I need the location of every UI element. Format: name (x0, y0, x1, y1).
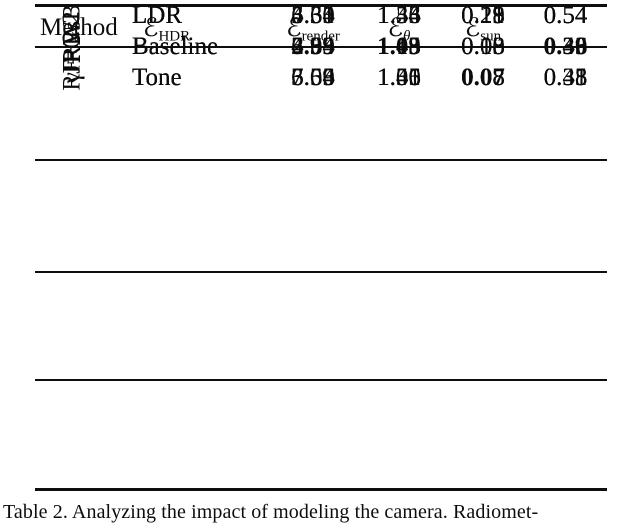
table-group-3: RF+WB LDR 3.31 1.34 0.23 0.54 Baseline 2.99 1.03… (35, 0, 607, 93)
value-cell: 1.35 (377, 63, 421, 91)
value-cell: 3.59 (291, 63, 335, 91)
table-header-row: Method ℰHDR ℰrender ℰθ ℰsun (35, 12, 607, 44)
value-cell: 0.54 (543, 1, 588, 29)
value-cell: 0.08 (461, 32, 505, 60)
table-caption: Table 2. Analyzing the impact of modelin… (3, 501, 539, 523)
method-cell-3: RF+WB (35, 0, 110, 93)
value-cell: 4.64 (291, 1, 335, 29)
value-cell: 1.50 (377, 63, 421, 91)
value-cell: 0.36 (543, 32, 588, 60)
header-method: Method (40, 14, 118, 41)
group-separator-2 (35, 271, 607, 273)
hdr-method-cell: Baseline (132, 32, 219, 60)
header-e-render: ℰrender (286, 13, 340, 45)
hdr-method-cell: Baseline (132, 32, 219, 60)
table-row: LDR 5.30 1.34 0.21 0.54 (110, 0, 607, 31)
table-row: Tone 7.06 1.50 0.08 0.43 (110, 62, 607, 93)
value-cell: 0.54 (543, 1, 588, 29)
hdr-method-cell: Tone (132, 63, 182, 91)
value-cell: 1.45 (377, 32, 421, 60)
header-e-sun: ℰsun (464, 13, 502, 45)
table-row: Baseline 5.34 1.19 0.10 0.43 (110, 31, 607, 62)
value-cell: 1.46 (377, 1, 421, 29)
value-cell: 1.06 (377, 63, 421, 91)
value-cell: 0.43 (543, 32, 588, 60)
header-e-hdr: ℰHDR (143, 13, 191, 45)
value-cell: 0.38 (543, 63, 588, 91)
table-top-rule (35, 4, 607, 7)
value-cell: 0.54 (543, 1, 588, 29)
table-group-2: RF LDR 4.64 1.46 0.18 0.54 Baseline 4.33 1.18 0.0… (35, 0, 607, 93)
table-row: Tone 3.59 1.06 0.08 0.31 (110, 62, 607, 93)
hdr-method-cell: Tone (132, 63, 182, 91)
group-rows: LDR 3.31 1.34 0.23 0.54 Baseline 2.99 1.03 0.08 0… (110, 0, 607, 93)
value-cell: 0.10 (461, 32, 505, 60)
value-cell: 6.33 (291, 1, 335, 29)
value-cell: 1.34 (377, 1, 421, 29)
table-row: LDR 6.33 1.53 0.19 0.54 (110, 0, 607, 31)
value-cell: 0.54 (543, 1, 588, 29)
header-e-theta: ℰθ (387, 13, 411, 45)
value-cell: 0.49 (543, 32, 588, 60)
value-cell: 0.43 (543, 63, 588, 91)
table-row: LDR 4.64 1.46 0.18 0.54 (110, 0, 607, 31)
table-group-1: γ = 2.2 LDR 6.33 1.53 0.19 0.54 Baseline 6.63 1.… (35, 0, 607, 93)
rotated-method-label: RF+WB (58, 2, 86, 91)
value-cell: 0.08 (461, 63, 505, 91)
value-cell: 0.08 (461, 32, 505, 60)
table-bottom-rule (35, 488, 607, 491)
group-separator-3 (35, 379, 607, 381)
table-row: Baseline 4.33 1.18 0.08 0.36 (110, 31, 607, 62)
table-row: Baseline 6.63 1.45 0.13 0.49 (110, 31, 607, 62)
value-cell: 0.21 (461, 1, 505, 29)
value-cell: 5.34 (291, 32, 335, 60)
value-cell: 0.18 (461, 1, 505, 29)
hdr-method-cell: LDR (132, 1, 182, 29)
value-cell: 3.31 (291, 1, 335, 29)
value-cell: 2.99 (291, 32, 335, 60)
table-row: LDR 3.31 1.34 0.23 0.54 (110, 0, 607, 31)
hdr-method-cell: LDR (132, 1, 182, 29)
value-cell: 0.23 (461, 1, 505, 29)
value-cell: 0.08 (461, 63, 505, 91)
value-cell: 0.31 (543, 63, 588, 91)
hdr-method-cell: LDR (132, 1, 182, 29)
group-rows: LDR 6.33 1.53 0.19 0.54 Baseline 6.63 1.45 0.13 0… (110, 0, 607, 93)
value-cell: 6.55 (291, 63, 335, 91)
table-group-0: JPGs LDR 5.30 1.34 0.21 0.54 Baseline 5.34 1.19 0… (35, 0, 607, 93)
value-cell: 1.34 (377, 1, 421, 29)
hdr-method-cell: Baseline (132, 32, 219, 60)
value-cell: 5.30 (291, 1, 335, 29)
table-row: Tone 6.64 1.35 0.07 0.35 (110, 62, 607, 93)
table-header-rule (35, 46, 607, 48)
value-cell: 1.53 (377, 1, 421, 29)
value-cell: 0.08 (461, 63, 505, 91)
hdr-method-cell: LDR (132, 1, 182, 29)
value-cell: 0.13 (461, 32, 505, 60)
hdr-method-cell: Tone (132, 63, 182, 91)
value-cell: 7.06 (291, 63, 335, 91)
value-cell: 0.07 (461, 63, 505, 91)
value-cell: 1.18 (377, 32, 421, 60)
group-rows: LDR 5.30 1.34 0.21 0.54 Baseline 5.34 1.19 0.10 0… (110, 0, 607, 93)
hdr-method-cell: Baseline (132, 32, 219, 60)
value-cell: 1.03 (377, 32, 421, 60)
group-separator-1 (35, 159, 607, 161)
value-cell: 4.33 (291, 32, 335, 60)
hdr-method-cell: Tone (132, 63, 182, 91)
value-cell: 0.19 (461, 1, 505, 29)
table-row: Baseline 2.99 1.03 0.08 0.30 (110, 31, 607, 62)
table-row: Tone 6.55 1.41 0.08 0.38 (110, 62, 607, 93)
value-cell: 1.41 (377, 63, 421, 91)
value-cell: 6.64 (291, 63, 335, 91)
value-cell: 1.19 (377, 32, 421, 60)
group-rows: LDR 4.64 1.46 0.18 0.54 Baseline 4.33 1.18 0.08 0… (110, 0, 607, 93)
value-cell: 6.63 (291, 32, 335, 60)
value-cell: 0.30 (543, 32, 588, 60)
value-cell: 0.35 (543, 63, 588, 91)
